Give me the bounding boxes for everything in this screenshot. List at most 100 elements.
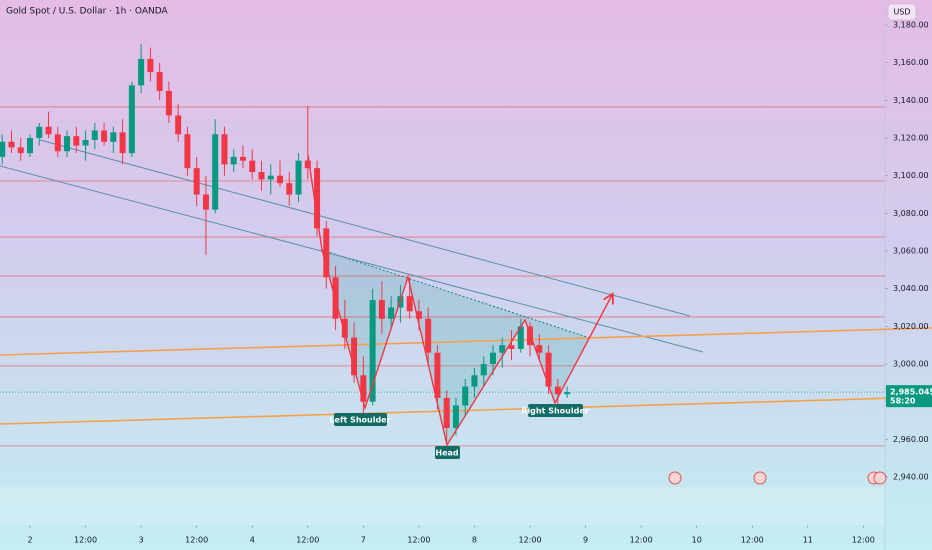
- support-line: [0, 327, 932, 356]
- candle-body: [554, 386, 561, 395]
- candle-body: [249, 160, 256, 172]
- candle-body: [128, 85, 135, 154]
- candle-body: [564, 392, 571, 395]
- currency: USD: [893, 8, 910, 17]
- event-icons: [668, 471, 887, 485]
- x-tick-label: 12:00: [185, 536, 208, 545]
- price-label: 2,985.045: [890, 388, 932, 397]
- candle-body: [443, 397, 450, 429]
- candle-body: [378, 299, 385, 319]
- candle-body: [304, 160, 311, 169]
- candle-body: [17, 147, 24, 154]
- candles: [0, 43, 571, 444]
- candle-body: [415, 311, 422, 319]
- support-line: [0, 396, 932, 425]
- annotation-box: [334, 413, 387, 426]
- annotation: Right Shoulder: [521, 407, 588, 416]
- candle-body: [425, 318, 432, 353]
- x-tick-label: 3: [139, 536, 144, 545]
- x-tick-label: 12:00: [74, 536, 97, 545]
- candle-body: [267, 175, 274, 180]
- candle-body: [434, 352, 441, 398]
- y-tick-label: 3,040.00: [893, 284, 929, 293]
- y-tick-label: 3,000.00: [893, 359, 929, 368]
- y-tick-label: 3,160.00: [893, 58, 929, 67]
- x-tick-label: 4: [250, 536, 255, 545]
- candle-body: [286, 183, 293, 195]
- annotation: Left Shoulder: [329, 416, 390, 425]
- candle-body: [277, 175, 284, 184]
- candle-body: [360, 375, 367, 402]
- x-tick-label: 12:00: [852, 536, 875, 545]
- candle-body: [239, 156, 246, 161]
- candle-body: [184, 134, 191, 169]
- y-tick-label: 3,120.00: [893, 134, 929, 143]
- candle-body: [499, 345, 506, 353]
- candle-body: [156, 72, 163, 91]
- pattern-path: [307, 154, 612, 447]
- candle-body: [138, 58, 145, 86]
- candle-body: [517, 326, 524, 349]
- y-tick-label: 3,060.00: [893, 247, 929, 256]
- candle-body: [369, 299, 376, 402]
- y-tick-label: 2,940.00: [893, 472, 929, 481]
- candle-body: [175, 115, 182, 135]
- candle-body: [8, 141, 15, 148]
- candle-body: [480, 363, 487, 376]
- candle-body: [54, 134, 61, 152]
- x-tick-label: 7: [361, 536, 366, 545]
- candle-body: [73, 136, 80, 146]
- candle-body: [388, 307, 395, 319]
- pattern-fill: [322, 250, 590, 445]
- y-tick-label: 3,100.00: [893, 171, 929, 180]
- price-box: [886, 385, 932, 408]
- candle-body: [351, 337, 358, 376]
- annotation: Head: [435, 449, 459, 458]
- candle-body: [119, 132, 126, 154]
- neckline: [321, 249, 591, 339]
- lower-band: [0, 487, 885, 525]
- y-tick-label: 3,080.00: [893, 209, 929, 218]
- x-tick-label: 8: [472, 536, 477, 545]
- annotation-box: [435, 446, 460, 459]
- candle-body: [536, 345, 543, 353]
- candle-body: [462, 386, 469, 406]
- candle-body: [91, 130, 98, 140]
- candle-body: [221, 134, 228, 165]
- countdown: 58:20: [890, 397, 916, 406]
- x-tick-label: 12:00: [296, 536, 319, 545]
- candle-body: [323, 228, 330, 278]
- x-tick-label: 11: [803, 536, 813, 545]
- y-tick-label: 2,960.00: [893, 435, 929, 444]
- y-tick-label: 3,020.00: [893, 322, 929, 331]
- candle-body: [165, 90, 172, 116]
- annotation-box: [528, 404, 583, 417]
- candle-body: [508, 345, 515, 349]
- candle-body: [193, 168, 200, 195]
- candle-body: [212, 134, 219, 210]
- x-tick-label: 9: [583, 536, 588, 545]
- candle-body: [258, 171, 265, 180]
- x-tick-label: 12:00: [741, 536, 764, 545]
- axes: 2,940.002,960.002,980.003,000.003,020.00…: [27, 21, 932, 545]
- candle-body: [110, 132, 117, 142]
- candle-body: [341, 318, 348, 338]
- candle-body: [82, 139, 89, 146]
- candle-body: [545, 352, 552, 387]
- x-tick-label: 12:00: [518, 536, 541, 545]
- currency-box[interactable]: [887, 3, 917, 21]
- trendline: [0, 165, 704, 353]
- x-tick-label: 12:00: [407, 536, 430, 545]
- candle-body: [471, 375, 478, 387]
- candle-body: [64, 136, 71, 152]
- levels: [0, 106, 885, 447]
- candle-body: [295, 160, 302, 195]
- candle-body: [36, 126, 43, 139]
- candle-body: [45, 126, 52, 135]
- x-tick-label: 10: [692, 536, 702, 545]
- candle-body: [202, 194, 209, 210]
- candle-body: [452, 405, 459, 429]
